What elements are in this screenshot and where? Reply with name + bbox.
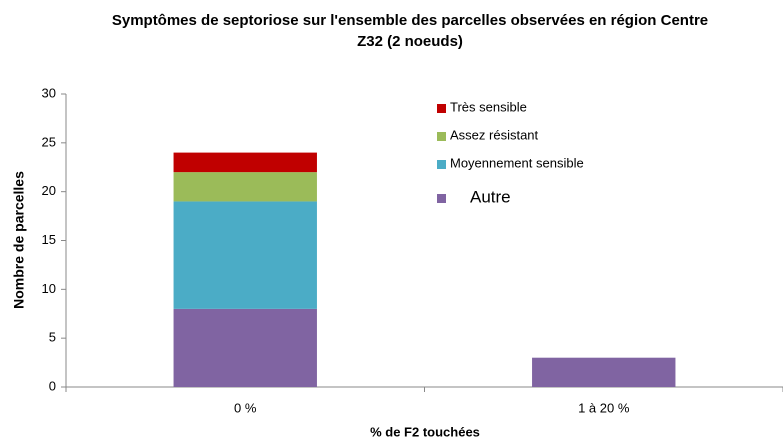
x-tick-label: 0 %	[234, 400, 257, 415]
bar-segment	[173, 152, 317, 173]
legend-label: Très sensible	[450, 99, 527, 114]
legend-label: Moyennement sensible	[450, 155, 584, 170]
bar-segment	[173, 308, 317, 387]
y-axis-label: Nombre de parcelles	[11, 171, 27, 309]
legend-swatch	[437, 194, 446, 203]
x-axis-label: % de F2 touchées	[370, 424, 480, 439]
y-tick-label: 25	[42, 134, 56, 149]
y-tick-label: 5	[49, 330, 56, 345]
legend-label: Autre	[470, 187, 511, 206]
y-tick-label: 0	[49, 378, 56, 393]
legend-swatch	[437, 132, 446, 141]
legend-label: Assez résistant	[450, 127, 539, 142]
x-tick-label: 1 à 20 %	[578, 400, 630, 415]
bar-segment	[173, 172, 317, 202]
legend-swatch	[437, 160, 446, 169]
bar-segment	[532, 357, 676, 387]
chart-subtitle: Z32 (2 noeuds)	[357, 33, 463, 50]
legend-swatch	[437, 104, 446, 113]
bar-segment	[173, 201, 317, 309]
title-block: Symptômes de septoriose sur l'ensemble d…	[90, 10, 730, 52]
y-tick-label: 30	[42, 85, 56, 100]
y-tick-label: 20	[42, 183, 56, 198]
chart-title: Symptômes de septoriose sur l'ensemble d…	[111, 12, 709, 29]
y-tick-label: 15	[42, 232, 56, 247]
y-tick-label: 10	[42, 281, 56, 296]
